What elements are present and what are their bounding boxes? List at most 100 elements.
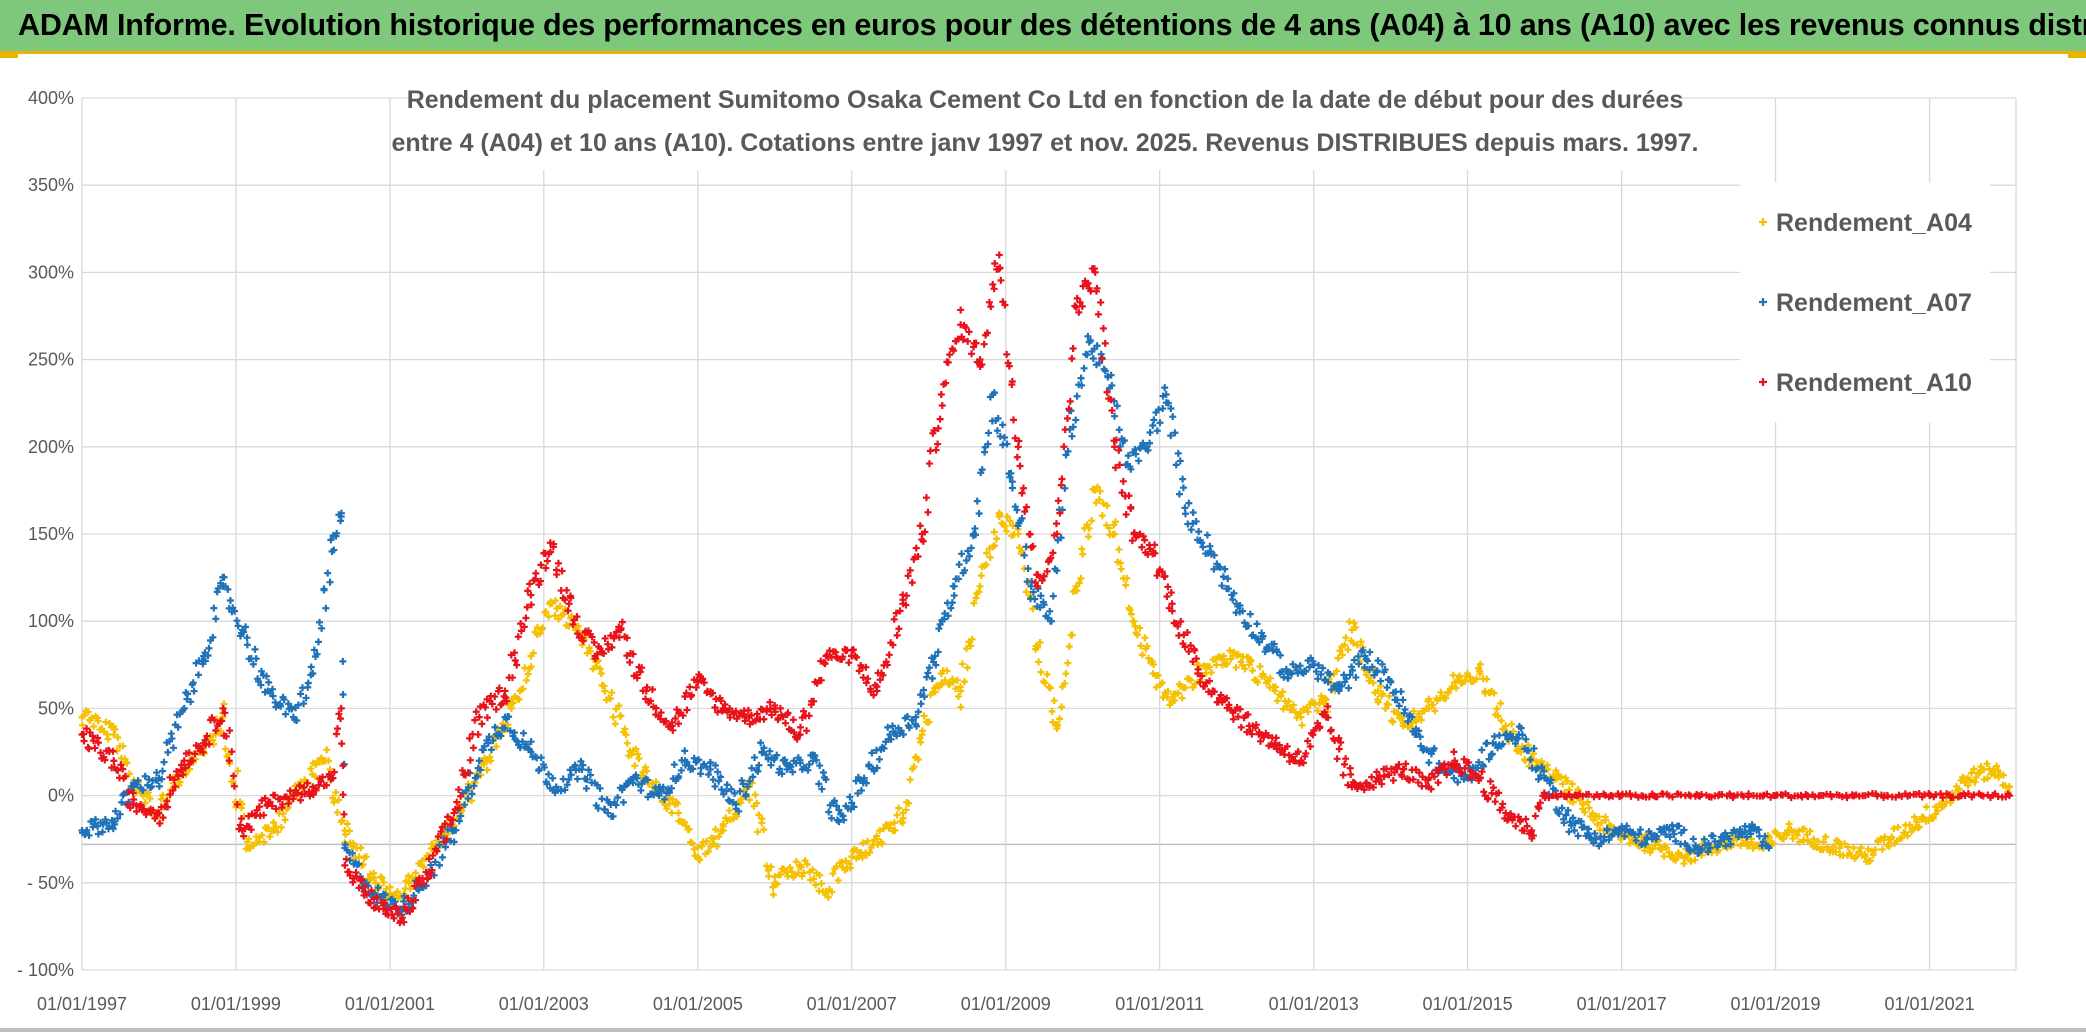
data-point [279,800,287,808]
data-point [476,766,484,774]
data-point [573,775,581,783]
data-point [563,781,571,789]
data-point [1080,364,1088,372]
data-point [1164,688,1172,696]
data-point [805,760,813,768]
data-point [749,773,757,781]
data-point [1718,791,1726,799]
data-point [1131,622,1139,630]
data-point [729,798,737,806]
data-point [1474,764,1482,772]
data-point [1129,617,1137,625]
data-point [164,748,172,756]
data-point [893,732,901,740]
data-point [1715,846,1723,854]
data-point [480,760,488,768]
data-point [1836,844,1844,852]
data-point [1681,854,1689,862]
data-point [1048,617,1056,625]
data-point [522,614,530,622]
data-point [1340,671,1348,679]
data-point [1595,792,1603,800]
data-point [769,883,777,891]
data-point [732,707,740,715]
data-point [768,711,776,719]
data-point [404,872,412,880]
data-point [1415,727,1423,735]
data-point [921,528,929,536]
data-point [647,697,655,705]
data-point [361,883,369,891]
data-point [1306,742,1314,750]
data-point [1046,607,1054,615]
data-point [609,812,617,820]
data-point [815,780,823,788]
data-point [1350,619,1358,627]
data-point [1011,434,1019,442]
data-point [596,645,604,653]
data-point [1485,755,1493,763]
data-point [1238,661,1246,669]
data-point [101,756,109,764]
data-point [1483,739,1491,747]
report-title: ADAM Informe. Evolution historique des p… [18,8,2086,42]
data-point [760,826,768,834]
data-point [949,582,957,590]
data-point [489,737,497,745]
data-point [1441,765,1449,773]
data-point [1346,671,1354,679]
data-point [1339,771,1347,779]
data-point [157,795,165,803]
data-point [590,638,598,646]
data-point [829,869,837,877]
data-point [1024,565,1032,573]
data-point [1348,626,1356,634]
series-Rendement_A10 [78,251,2013,927]
data-point [565,600,573,608]
data-point [346,827,354,835]
data-point [1885,842,1893,850]
data-point [996,264,1004,272]
data-point [1127,465,1135,473]
data-point [975,588,983,596]
data-point [1284,674,1292,682]
data-point [864,675,872,683]
data-point [810,697,818,705]
data-point [1530,744,1538,752]
data-point [706,765,714,773]
data-point [1381,666,1389,674]
data-point [1408,713,1416,721]
data-point [1706,844,1714,852]
data-point [1288,670,1296,678]
data-point [817,676,825,684]
data-point [400,918,408,926]
data-point [906,776,914,784]
data-point [105,822,113,830]
data-point [920,712,928,720]
data-point [1052,520,1060,528]
data-point [1540,767,1548,775]
data-point [492,705,500,713]
data-point [797,863,805,871]
data-point [114,766,122,774]
data-point [169,744,177,752]
data-point [85,745,93,753]
data-point [1732,828,1740,836]
data-point [932,661,940,669]
data-point [703,837,711,845]
data-point [1800,836,1808,844]
data-point [895,804,903,812]
data-point [591,655,599,663]
data-point [425,855,433,863]
data-point [1857,844,1865,852]
data-point [1236,705,1244,713]
data-point [1415,769,1423,777]
data-point [235,825,243,833]
data-point [387,905,395,913]
data-point [1146,428,1154,436]
data-point [702,763,710,771]
data-point [601,687,609,695]
data-point [1090,265,1098,273]
data-point [1277,692,1285,700]
data-point [1346,764,1354,772]
